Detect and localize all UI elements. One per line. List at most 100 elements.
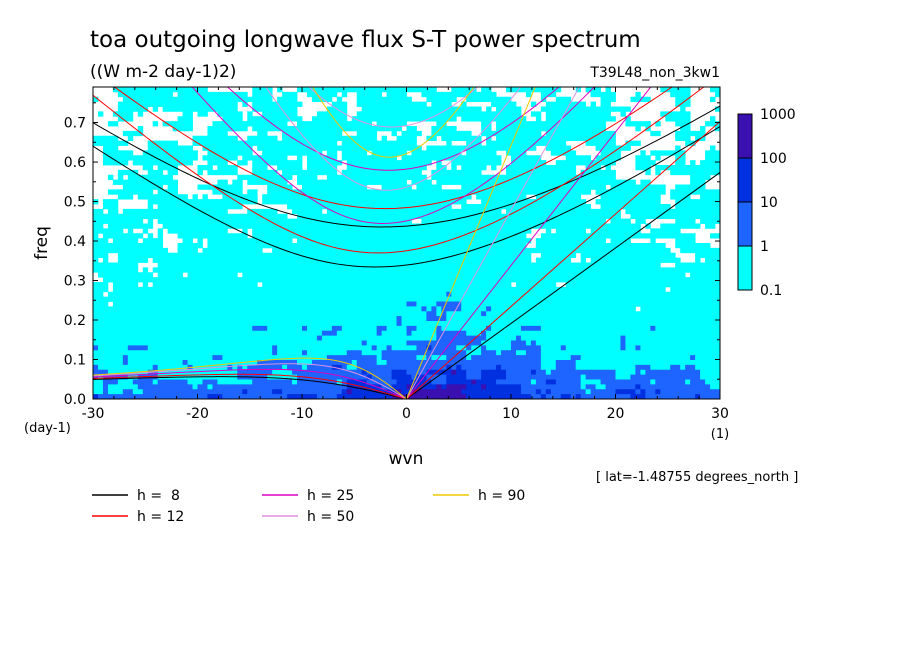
heat-cell bbox=[426, 316, 432, 322]
heat-cell bbox=[670, 169, 676, 176]
heat-cell bbox=[202, 96, 208, 103]
heat-cell bbox=[207, 155, 213, 161]
heat-cell bbox=[202, 277, 208, 283]
heat-cell bbox=[660, 223, 666, 229]
heat-cell bbox=[237, 301, 243, 307]
heat-cell bbox=[232, 272, 238, 278]
heat-cell bbox=[117, 194, 124, 200]
heat-cell bbox=[152, 91, 159, 98]
heat-cell bbox=[302, 267, 308, 273]
heat-cell bbox=[207, 126, 213, 132]
heat-cell bbox=[481, 267, 487, 273]
heat-cell bbox=[535, 140, 542, 146]
heat-cell bbox=[132, 277, 139, 283]
heat-cell bbox=[331, 174, 338, 181]
heat-cell bbox=[421, 199, 427, 205]
heat-cell bbox=[520, 204, 527, 210]
heat-cell bbox=[446, 267, 452, 273]
heat-cell bbox=[227, 247, 233, 254]
heat-cell bbox=[660, 286, 666, 293]
heat-cell bbox=[525, 184, 532, 190]
heat-cell bbox=[97, 111, 104, 117]
heat-cell bbox=[620, 243, 626, 249]
heat-cell bbox=[292, 301, 298, 307]
heat-cell bbox=[242, 199, 248, 205]
heat-cell bbox=[540, 160, 547, 166]
heat-cell bbox=[177, 194, 183, 200]
heat-cell bbox=[202, 155, 208, 161]
heat-cell bbox=[192, 199, 198, 205]
heat-cell bbox=[675, 155, 681, 161]
heat-cell bbox=[466, 223, 472, 229]
heat-cell bbox=[550, 243, 557, 249]
heat-cell bbox=[267, 174, 273, 181]
heat-cell bbox=[665, 296, 671, 302]
heat-cell bbox=[117, 267, 124, 273]
heat-cell bbox=[610, 247, 616, 254]
heat-cell bbox=[197, 199, 203, 205]
heat-cell bbox=[580, 296, 587, 302]
heat-cell bbox=[112, 306, 119, 312]
heat-cell bbox=[496, 194, 502, 200]
heat-cell bbox=[446, 247, 452, 254]
heat-cell bbox=[376, 91, 383, 98]
heat-cell bbox=[416, 116, 422, 122]
heat-cell bbox=[331, 277, 338, 283]
heat-cell bbox=[371, 262, 378, 268]
heat-cell bbox=[391, 145, 397, 151]
heat-cell bbox=[321, 87, 328, 93]
heat-cell bbox=[316, 169, 323, 176]
heat-cell bbox=[361, 91, 368, 98]
heat-cell bbox=[391, 233, 397, 239]
heat-cell bbox=[207, 96, 213, 103]
heat-cell bbox=[605, 179, 611, 185]
heat-cell bbox=[346, 155, 353, 161]
heat-cell bbox=[540, 87, 547, 93]
heat-cell bbox=[386, 296, 392, 302]
heat-cell bbox=[431, 106, 437, 112]
heat-cell bbox=[247, 282, 253, 288]
heat-cell bbox=[167, 296, 174, 302]
heat-cell bbox=[700, 213, 706, 220]
heat-cell bbox=[217, 91, 223, 98]
heat-cell bbox=[376, 257, 383, 263]
heat-cell bbox=[262, 194, 268, 200]
heat-cell bbox=[690, 169, 696, 176]
heat-cell bbox=[670, 189, 676, 195]
heat-cell bbox=[102, 282, 109, 288]
heat-cell bbox=[137, 160, 144, 166]
heat-cell bbox=[297, 169, 303, 176]
heat-cell bbox=[421, 101, 427, 107]
heat-cell bbox=[446, 262, 452, 268]
heat-cell bbox=[545, 213, 552, 220]
heat-cell bbox=[665, 233, 671, 239]
heat-cell bbox=[192, 91, 198, 98]
heat-cell bbox=[396, 194, 402, 200]
heat-cell bbox=[237, 223, 243, 229]
heat-cell bbox=[391, 257, 397, 263]
heat-cell bbox=[137, 91, 144, 98]
heat-cell bbox=[486, 296, 492, 302]
heat-cell bbox=[242, 316, 248, 322]
heat-cell bbox=[356, 282, 363, 288]
heat-cell bbox=[217, 208, 223, 215]
heat-cell bbox=[371, 189, 378, 195]
heat-cell bbox=[461, 267, 467, 273]
heat-cell bbox=[525, 267, 532, 273]
heat-cell bbox=[93, 140, 99, 146]
heat-cell bbox=[660, 228, 666, 234]
heat-cell bbox=[247, 306, 253, 312]
heat-cell bbox=[217, 291, 223, 298]
heat-cell bbox=[356, 91, 363, 98]
heat-cell bbox=[635, 199, 641, 205]
heat-cell bbox=[501, 140, 507, 146]
heat-cell bbox=[366, 116, 373, 122]
heat-cell bbox=[535, 130, 542, 137]
heat-cell bbox=[580, 286, 587, 293]
heat-cell bbox=[496, 213, 502, 220]
heat-cell bbox=[287, 150, 293, 156]
heat-cell bbox=[341, 233, 348, 239]
heat-cell bbox=[446, 101, 452, 107]
heat-cell bbox=[466, 145, 472, 151]
